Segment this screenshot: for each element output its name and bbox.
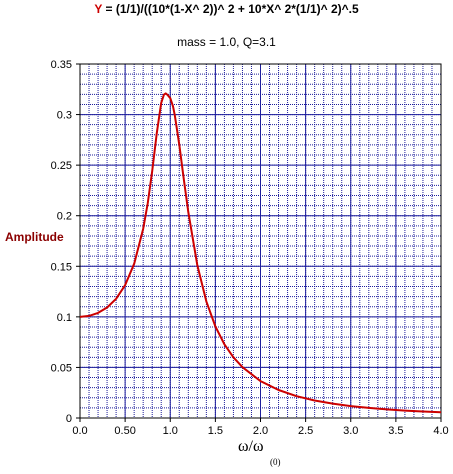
x-tick-label: 0.50 <box>114 425 135 437</box>
x-tick-label: 3.0 <box>343 425 358 437</box>
y-tick-label: 0.25 <box>51 160 72 172</box>
x-tick-label: 1.0 <box>163 425 178 437</box>
y-tick-label: 0 <box>66 413 72 425</box>
y-axis-label: Amplitude <box>5 230 64 244</box>
series-line <box>79 92 442 414</box>
x-axis-label: ω/ω <box>238 438 264 455</box>
y-tick-label: 0.1 <box>57 312 72 324</box>
x-tick-label: 2.5 <box>298 425 313 437</box>
y-tick-label: 0.2 <box>57 211 72 223</box>
y-tick-label: 0.35 <box>51 59 72 71</box>
title-formula: = (1/1)/((10*(1-X^ 2))^ 2 + 10*X^ 2*(1/1… <box>105 2 359 16</box>
y-tick-label: 0.05 <box>51 362 72 374</box>
chart-title: Y = (1/1)/((10*(1-X^ 2))^ 2 + 10*X^ 2*(1… <box>0 2 453 16</box>
x-tick-label: 4.0 <box>433 425 448 437</box>
x-tick-label: 0.0 <box>72 425 87 437</box>
chart-subtitle: mass = 1.0, Q=3.1 <box>177 35 276 49</box>
title-symbol: Y <box>94 2 103 16</box>
y-tick-label: 0.3 <box>57 110 72 122</box>
x-tick-label: 2.0 <box>253 425 268 437</box>
x-tick-label: 1.5 <box>208 425 223 437</box>
x-axis-label-subscript: (0) <box>270 457 281 467</box>
x-tick-label: 3.5 <box>388 425 403 437</box>
y-tick-label: 0.15 <box>51 261 72 273</box>
